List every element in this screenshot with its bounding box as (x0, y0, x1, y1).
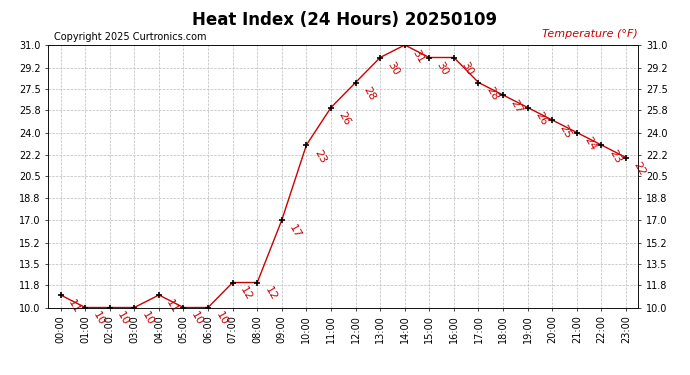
Text: Temperature (°F): Temperature (°F) (542, 29, 638, 39)
Text: 23: 23 (607, 148, 622, 165)
Text: 11: 11 (164, 298, 180, 315)
Text: 10: 10 (214, 310, 229, 327)
Text: 10: 10 (189, 310, 205, 327)
Text: Heat Index (24 Hours) 20250109: Heat Index (24 Hours) 20250109 (193, 11, 497, 29)
Text: 26: 26 (337, 110, 353, 128)
Text: 12: 12 (238, 285, 254, 303)
Text: 30: 30 (386, 60, 402, 77)
Text: 10: 10 (140, 310, 155, 327)
Text: 23: 23 (312, 148, 328, 165)
Text: 12: 12 (263, 285, 279, 303)
Text: 10: 10 (90, 310, 106, 327)
Text: 24: 24 (582, 135, 598, 153)
Text: 11: 11 (66, 298, 82, 315)
Text: 25: 25 (558, 123, 573, 140)
Text: 30: 30 (460, 60, 475, 77)
Text: 22: 22 (631, 160, 647, 178)
Text: 26: 26 (533, 110, 549, 128)
Text: 10: 10 (115, 310, 131, 327)
Text: 28: 28 (484, 85, 500, 103)
Text: 17: 17 (287, 223, 303, 240)
Text: 30: 30 (435, 60, 451, 77)
Text: 27: 27 (509, 98, 524, 115)
Text: 28: 28 (361, 85, 377, 103)
Text: 31: 31 (411, 48, 426, 65)
Text: Copyright 2025 Curtronics.com: Copyright 2025 Curtronics.com (55, 32, 207, 42)
